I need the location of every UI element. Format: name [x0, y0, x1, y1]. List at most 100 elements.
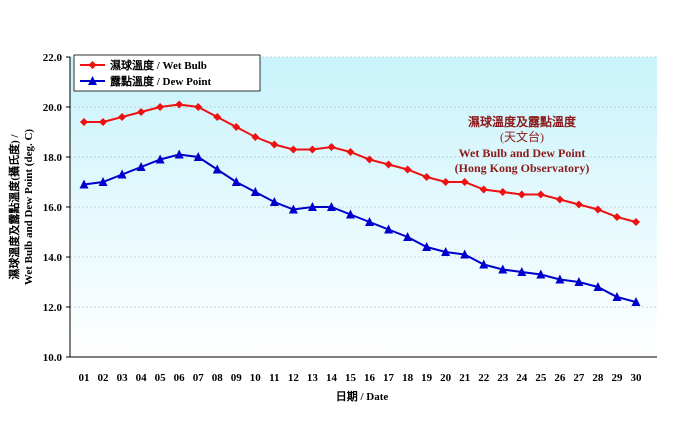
wet-bulb-point	[346, 148, 355, 156]
x-tick-label: 06	[174, 372, 186, 384]
y-tick-label: 20.0	[43, 102, 63, 114]
x-tick-label: 13	[307, 372, 319, 384]
y-tick-label: 22.0	[43, 52, 63, 64]
wet-bulb-point	[99, 118, 108, 126]
wet-bulb-point	[327, 143, 336, 151]
x-tick-label: 14	[326, 372, 338, 384]
wet-bulb-point	[479, 185, 488, 194]
x-tick-label: 09	[231, 372, 243, 384]
dew-point-point	[574, 277, 584, 286]
x-tick-label: 11	[269, 372, 279, 384]
dew-point-point	[79, 179, 89, 189]
wet-bulb-point	[574, 200, 583, 209]
title-line-4: (Hong Kong Observatory)	[455, 161, 590, 175]
wet-bulb-point	[536, 190, 545, 199]
dew-point-point	[193, 152, 203, 161]
dew-point-point	[136, 162, 146, 171]
x-tick-label: 26	[554, 372, 566, 384]
dew-point-point	[231, 177, 241, 186]
x-tick-label: 07	[193, 372, 205, 384]
x-tick-label: 15	[345, 372, 357, 384]
legend-diamond-icon	[88, 61, 97, 69]
x-tick-label: 30	[631, 372, 643, 384]
x-tick-label: 04	[136, 372, 148, 384]
dew-point-point	[593, 282, 603, 291]
legend-dew-point: 露點溫度 / Dew Point	[110, 74, 211, 88]
wet-bulb-point	[632, 218, 640, 226]
dew-point-point	[517, 267, 527, 276]
x-tick-label: 23	[497, 372, 509, 384]
dew-point-point	[384, 224, 394, 234]
y-axis-label: 濕球溫度及露點溫度(攝氏度) / Wet Bulb and Dew Point …	[7, 129, 35, 285]
x-tick-label: 12	[288, 372, 300, 384]
dew-point-point	[269, 197, 279, 206]
x-tick-label: 27	[573, 372, 585, 384]
dew-point-point	[422, 242, 432, 251]
y-tick-label: 12.0	[43, 302, 63, 314]
x-tick-label: 03	[117, 372, 129, 384]
x-tick-label: 08	[212, 372, 224, 384]
wet-bulb-point	[194, 103, 203, 111]
wet-bulb-point	[80, 118, 88, 126]
y-tick-label: 18.0	[43, 152, 63, 164]
dew-point-point	[174, 149, 184, 159]
x-tick-label: 20	[440, 372, 452, 384]
x-tick-label: 24	[516, 372, 528, 384]
x-tick-label: 17	[383, 372, 395, 384]
dew-point-point	[117, 169, 127, 179]
dew-point-point	[441, 247, 451, 256]
x-tick-label: 02	[98, 372, 110, 384]
dew-point-point	[612, 292, 622, 301]
dew-point-point	[326, 202, 336, 211]
wet-bulb-point	[422, 173, 431, 181]
series-line-dew-point	[83, 153, 637, 303]
dew-point-point	[460, 249, 470, 259]
wet-bulb-point	[137, 108, 146, 116]
dew-point-point	[288, 204, 298, 214]
dew-point-point	[345, 209, 355, 219]
x-tick-label: 21	[459, 372, 470, 384]
wet-bulb-point	[156, 103, 165, 111]
x-tick-label: 10	[250, 372, 262, 384]
dew-point-point	[307, 202, 317, 211]
dew-point-point	[498, 264, 508, 274]
title-line-1: 濕球溫度及露點溫度	[468, 114, 577, 129]
wet-bulb-point	[289, 145, 298, 154]
dew-point-point	[536, 269, 546, 279]
title-line-2: (天文台)	[500, 129, 544, 144]
x-tick-label: 25	[535, 372, 547, 384]
title-line-3: Wet Bulb and Dew Point	[459, 146, 586, 160]
x-tick-label: 18	[402, 372, 414, 384]
x-tick-label: 16	[364, 372, 376, 384]
wet-bulb-point	[517, 190, 526, 199]
wet-bulb-point	[612, 213, 621, 221]
dew-point-point	[155, 154, 165, 164]
dew-point-point	[403, 232, 413, 241]
legend: 濕球溫度 / Wet Bulb 露點溫度 / Dew Point	[73, 54, 261, 92]
dew-point-point	[365, 217, 375, 226]
y-tick-label: 14.0	[43, 252, 63, 264]
dew-point-point	[212, 164, 222, 174]
dew-point-point	[250, 187, 260, 196]
dew-point-point	[555, 274, 565, 284]
dew-point-point	[479, 259, 489, 269]
wet-bulb-point	[213, 113, 222, 121]
x-tick-label: 29	[611, 372, 623, 384]
y-tick-label: 16.0	[43, 202, 63, 214]
x-tick-label: 01	[79, 372, 90, 384]
y-label-line-1: 濕球溫度及露點溫度(攝氏度) /	[7, 133, 21, 279]
wet-bulb-point	[308, 145, 317, 154]
wet-bulb-point	[270, 140, 279, 149]
wet-bulb-point	[593, 205, 602, 214]
wet-bulb-point	[365, 155, 374, 164]
legend-triangle-icon	[88, 76, 97, 85]
y-tick-label: 10.0	[43, 352, 63, 364]
dew-point-point	[631, 297, 641, 306]
legend-wet-bulb: 濕球溫度 / Wet Bulb	[110, 58, 207, 72]
wet-bulb-point	[555, 195, 564, 204]
wet-bulb-point	[498, 188, 507, 196]
x-tick-label: 22	[478, 372, 490, 384]
x-tick-label: 19	[421, 372, 433, 384]
